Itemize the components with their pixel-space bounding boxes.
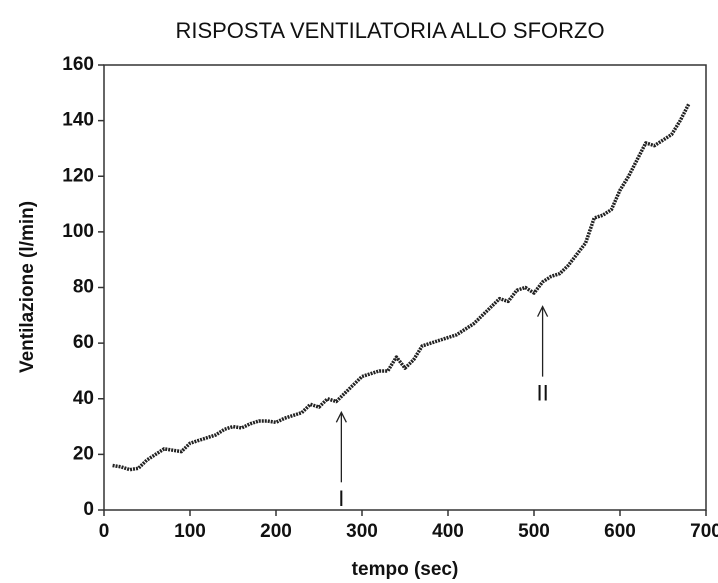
x-tick-label: 300 xyxy=(346,521,378,542)
x-tick-label: 100 xyxy=(174,521,206,542)
y-tick-label: 120 xyxy=(62,165,94,186)
plot-frame xyxy=(103,64,707,511)
x-tick-label: 200 xyxy=(260,521,292,542)
y-tick-label: 100 xyxy=(62,221,94,242)
y-tick-label: 40 xyxy=(73,388,94,409)
y-tick-label: 60 xyxy=(73,332,94,353)
x-tick-label: 700 xyxy=(690,521,718,542)
x-tick-label: 400 xyxy=(432,521,464,542)
annotation-arrowhead xyxy=(537,305,549,317)
x-tick-label: 600 xyxy=(604,521,636,542)
annotation-arrowhead xyxy=(335,410,347,423)
annotation-label: II xyxy=(536,380,548,405)
x-tick-label: 500 xyxy=(518,521,550,542)
y-tick-label: 80 xyxy=(73,277,94,298)
annotation-label: I xyxy=(338,486,344,511)
data-line xyxy=(112,103,691,472)
y-tick-label: 0 xyxy=(83,499,94,520)
x-tick-label: 0 xyxy=(99,521,110,542)
y-tick-label: 140 xyxy=(62,110,94,131)
y-axis-label: Ventilazione (l/min) xyxy=(17,201,38,373)
y-tick-label: 160 xyxy=(62,54,94,75)
y-tick-label: 20 xyxy=(73,443,94,464)
chart-title: RISPOSTA VENTILATORIA ALLO SFORZO xyxy=(175,18,604,43)
x-axis-label: tempo (sec) xyxy=(352,559,459,580)
